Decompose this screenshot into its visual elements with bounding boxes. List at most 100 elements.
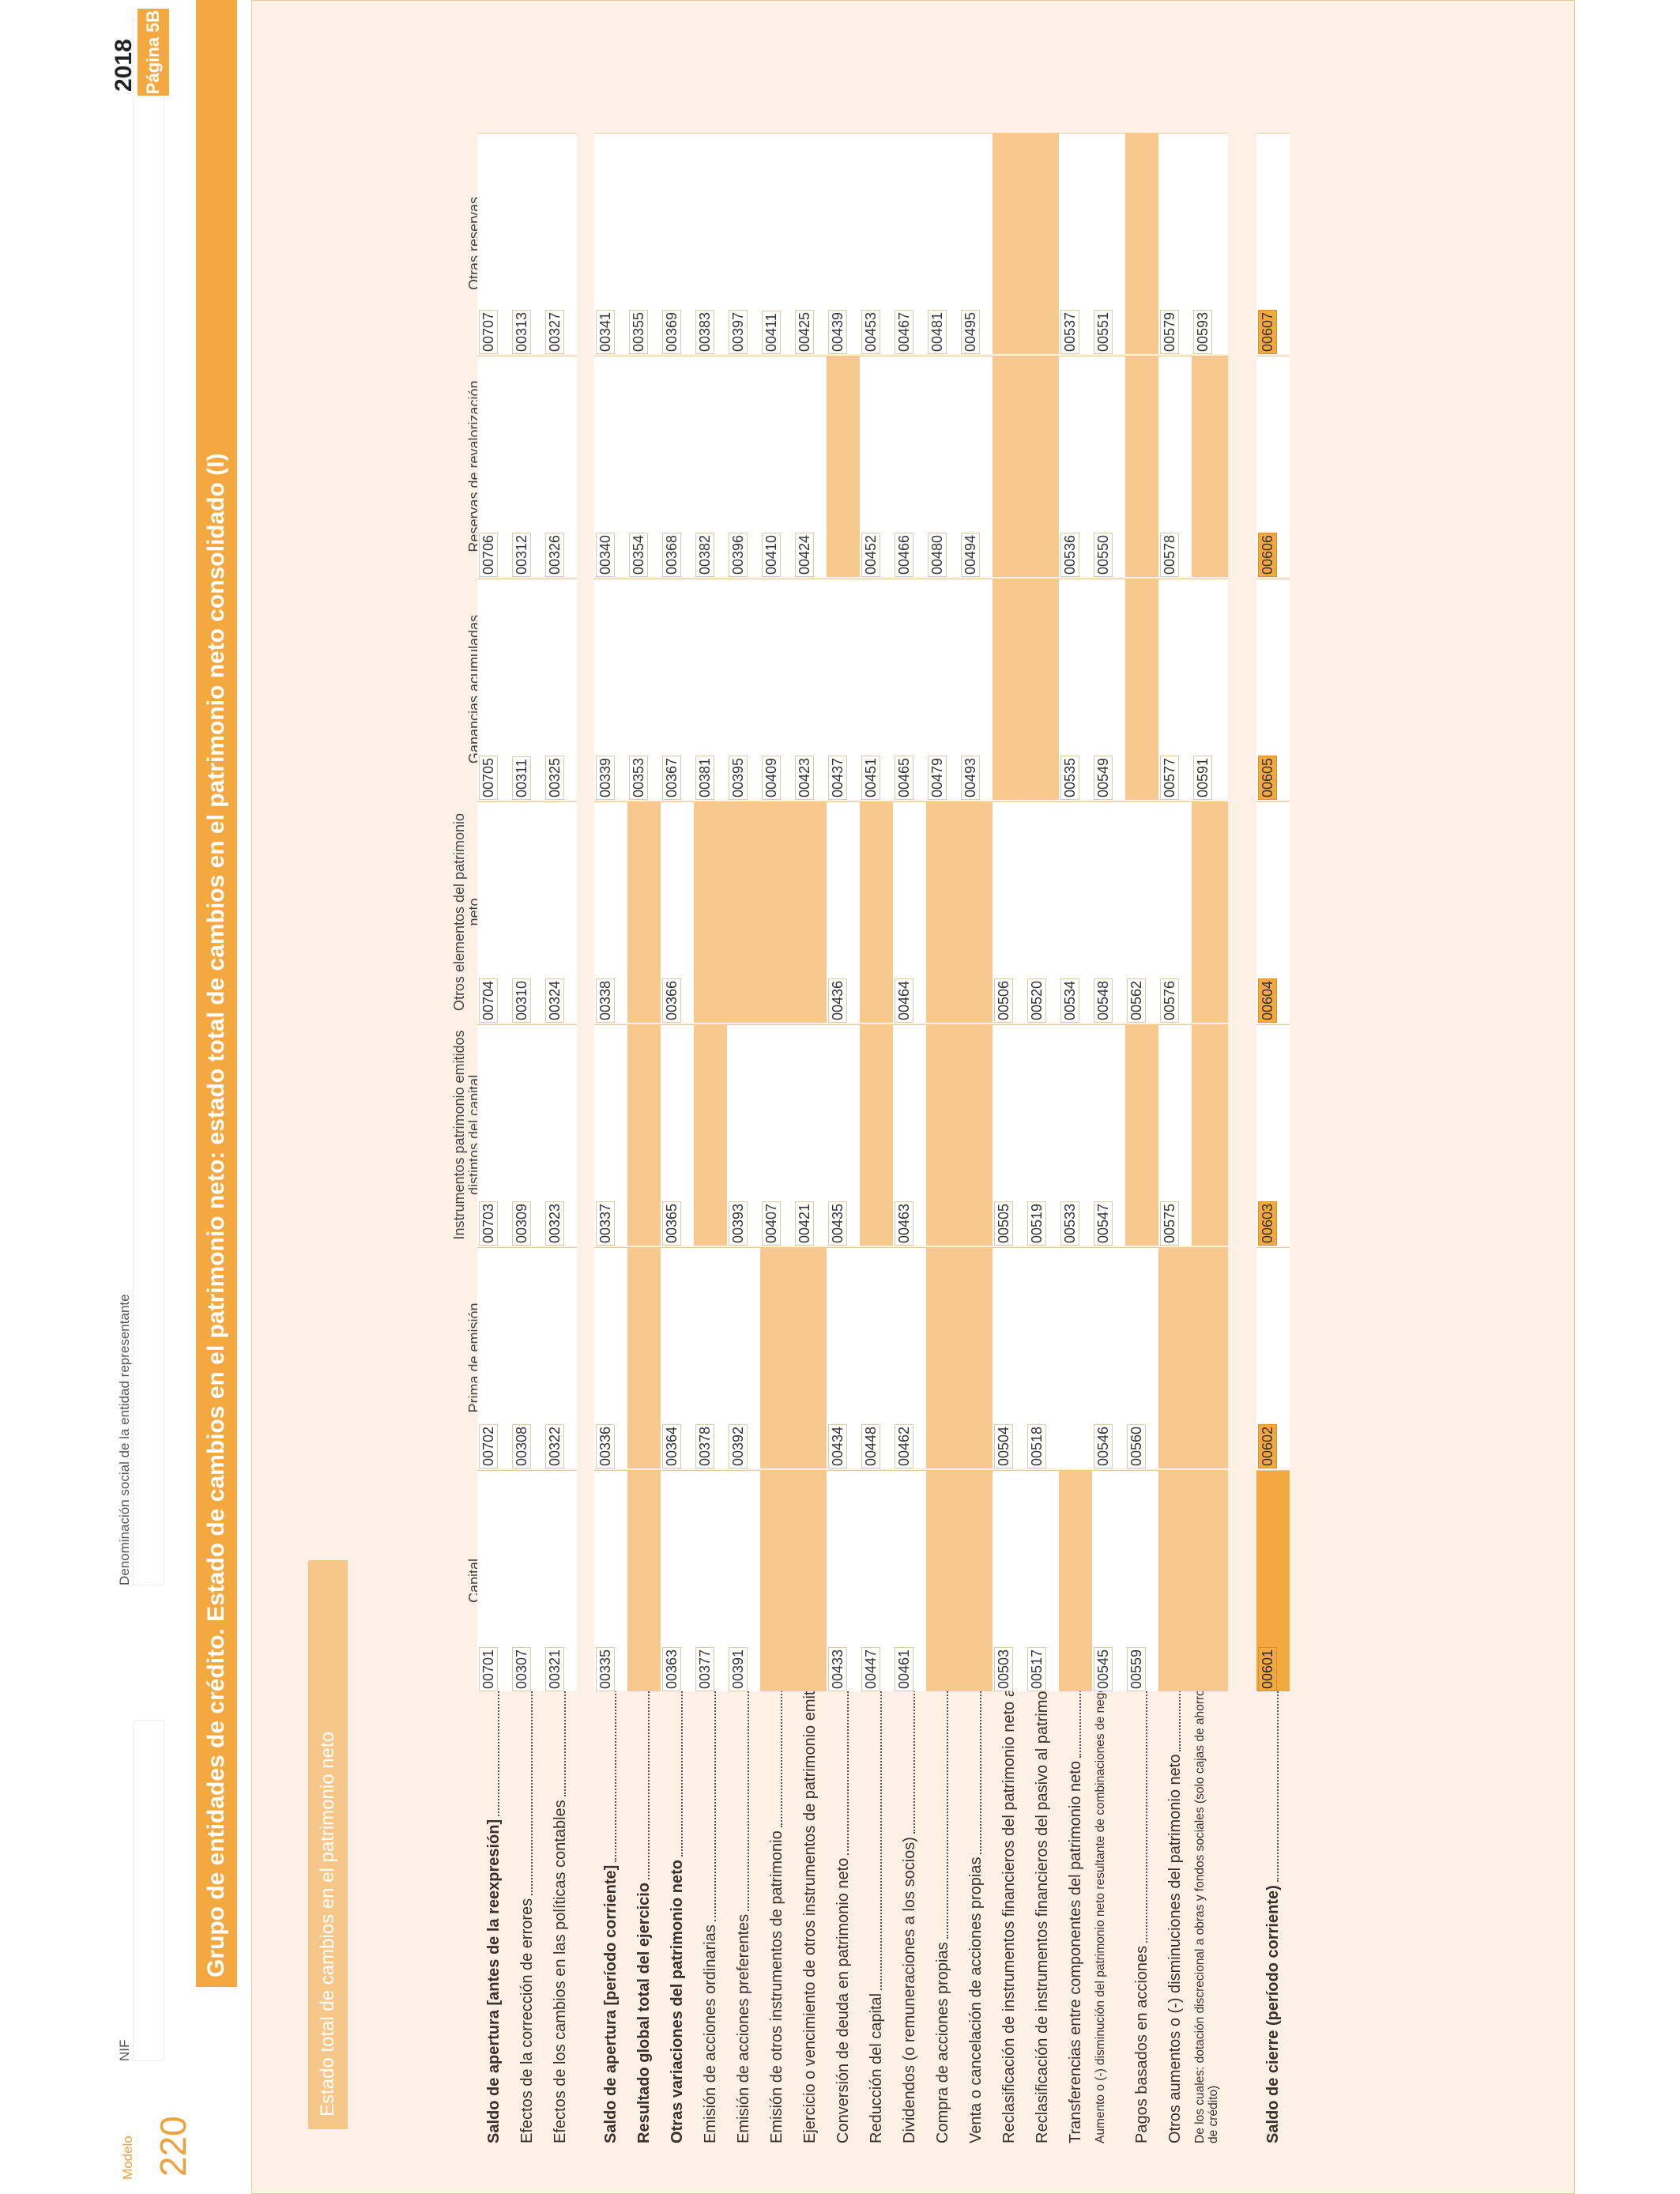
- amount-field[interactable]: 00341: [594, 133, 627, 354]
- amount-field[interactable]: 00423: [793, 579, 827, 800]
- amount-field[interactable]: 00338: [594, 801, 627, 1023]
- amount-field[interactable]: 00447: [860, 1470, 893, 1691]
- amount-field[interactable]: 00378: [694, 1247, 727, 1468]
- amount-field[interactable]: 00324: [544, 801, 577, 1023]
- amount-field[interactable]: 00551: [1092, 133, 1125, 354]
- amount-field[interactable]: 00323: [544, 1024, 577, 1246]
- amount-field[interactable]: 00393: [727, 1024, 760, 1246]
- amount-field[interactable]: 00363: [661, 1470, 694, 1691]
- amount-field[interactable]: [1059, 1247, 1092, 1468]
- amount-field[interactable]: 00562: [1125, 801, 1158, 1023]
- amount-field[interactable]: 00593: [1192, 133, 1228, 354]
- amount-field[interactable]: 00337: [594, 1024, 627, 1246]
- amount-field[interactable]: 00576: [1158, 801, 1192, 1023]
- amount-field[interactable]: 00503: [993, 1470, 1026, 1691]
- amount-field[interactable]: 00309: [510, 1024, 544, 1246]
- amount-field[interactable]: 00354: [627, 356, 661, 577]
- nif-field[interactable]: [133, 1720, 164, 2061]
- amount-field[interactable]: 00577: [1158, 579, 1192, 800]
- amount-field[interactable]: 00534: [1059, 801, 1092, 1023]
- amount-field[interactable]: 00481: [926, 133, 959, 354]
- amount-field[interactable]: 00368: [661, 356, 694, 577]
- amount-field[interactable]: 00335: [594, 1470, 627, 1691]
- amount-field[interactable]: 00421: [793, 1024, 827, 1246]
- amount-field[interactable]: 00312: [510, 356, 544, 577]
- amount-field[interactable]: 00579: [1158, 133, 1192, 354]
- amount-field[interactable]: 00409: [760, 579, 793, 800]
- amount-field[interactable]: 00518: [1026, 1247, 1059, 1468]
- amount-field[interactable]: 00461: [893, 1470, 926, 1691]
- amount-field[interactable]: 00383: [694, 133, 727, 354]
- amount-field[interactable]: 00704: [477, 801, 510, 1023]
- amount-field[interactable]: 00448: [860, 1247, 893, 1468]
- amount-field[interactable]: 00549: [1092, 579, 1125, 800]
- amount-field[interactable]: 00479: [926, 579, 959, 800]
- amount-field[interactable]: 00703: [477, 1024, 510, 1246]
- amount-field[interactable]: 00310: [510, 801, 544, 1023]
- amount-field[interactable]: 00591: [1192, 579, 1228, 800]
- amount-field[interactable]: 00367: [661, 579, 694, 800]
- amount-field[interactable]: 00355: [627, 133, 661, 354]
- amount-field[interactable]: 00463: [893, 1024, 926, 1246]
- amount-field[interactable]: 00410: [760, 356, 793, 577]
- amount-field[interactable]: 00464: [893, 801, 926, 1023]
- amount-field[interactable]: 00433: [827, 1470, 860, 1691]
- amount-field[interactable]: 00605: [1256, 579, 1290, 800]
- amount-field[interactable]: 00365: [661, 1024, 694, 1246]
- amount-field[interactable]: 00452: [860, 356, 893, 577]
- amount-field[interactable]: 00437: [827, 579, 860, 800]
- amount-field[interactable]: 00701: [477, 1470, 510, 1691]
- amount-field[interactable]: 00466: [893, 356, 926, 577]
- amount-field[interactable]: 00535: [1059, 579, 1092, 800]
- amount-field[interactable]: 00505: [993, 1024, 1026, 1246]
- denominacion-field[interactable]: [133, 19, 164, 1585]
- amount-field[interactable]: 00381: [694, 579, 727, 800]
- amount-field[interactable]: 00493: [959, 579, 993, 800]
- amount-field[interactable]: 00519: [1026, 1024, 1059, 1246]
- amount-field[interactable]: 00706: [477, 356, 510, 577]
- amount-field[interactable]: 00702: [477, 1247, 510, 1468]
- amount-field[interactable]: 00397: [727, 133, 760, 354]
- amount-field[interactable]: 00707: [477, 133, 510, 354]
- amount-field[interactable]: 00462: [893, 1247, 926, 1468]
- amount-field[interactable]: 00364: [661, 1247, 694, 1468]
- amount-field[interactable]: 00603: [1256, 1024, 1290, 1246]
- amount-field[interactable]: 00536: [1059, 356, 1092, 577]
- amount-field[interactable]: 00336: [594, 1247, 627, 1468]
- amount-field[interactable]: 00494: [959, 356, 993, 577]
- amount-field[interactable]: 00480: [926, 356, 959, 577]
- amount-field[interactable]: 00606: [1256, 356, 1290, 577]
- amount-field[interactable]: 00601: [1256, 1470, 1290, 1691]
- amount-field[interactable]: 00424: [793, 356, 827, 577]
- amount-field[interactable]: 00436: [827, 801, 860, 1023]
- amount-field[interactable]: 00578: [1158, 356, 1192, 577]
- amount-field[interactable]: 00353: [627, 579, 661, 800]
- amount-field[interactable]: 00307: [510, 1470, 544, 1691]
- amount-field[interactable]: 00547: [1092, 1024, 1125, 1246]
- amount-field[interactable]: 00425: [793, 133, 827, 354]
- amount-field[interactable]: 00559: [1125, 1470, 1158, 1691]
- amount-field[interactable]: 00520: [1026, 801, 1059, 1023]
- amount-field[interactable]: 00546: [1092, 1247, 1125, 1468]
- amount-field[interactable]: 00537: [1059, 133, 1092, 354]
- amount-field[interactable]: 00311: [510, 579, 544, 800]
- amount-field[interactable]: 00607: [1256, 133, 1290, 354]
- amount-field[interactable]: 00326: [544, 356, 577, 577]
- amount-field[interactable]: 00327: [544, 133, 577, 354]
- amount-field[interactable]: 00322: [544, 1247, 577, 1468]
- amount-field[interactable]: 00550: [1092, 356, 1125, 577]
- amount-field[interactable]: 00434: [827, 1247, 860, 1468]
- amount-field[interactable]: 00382: [694, 356, 727, 577]
- amount-field[interactable]: 00439: [827, 133, 860, 354]
- amount-field[interactable]: 00517: [1026, 1470, 1059, 1691]
- amount-field[interactable]: 00451: [860, 579, 893, 800]
- amount-field[interactable]: 00504: [993, 1247, 1026, 1468]
- amount-field[interactable]: 00467: [893, 133, 926, 354]
- amount-field[interactable]: 00705: [477, 579, 510, 800]
- amount-field[interactable]: 00366: [661, 801, 694, 1023]
- amount-field[interactable]: 00321: [544, 1470, 577, 1691]
- amount-field[interactable]: 00391: [727, 1470, 760, 1691]
- amount-field[interactable]: 00602: [1256, 1247, 1290, 1468]
- amount-field[interactable]: 00495: [959, 133, 993, 354]
- amount-field[interactable]: 00548: [1092, 801, 1125, 1023]
